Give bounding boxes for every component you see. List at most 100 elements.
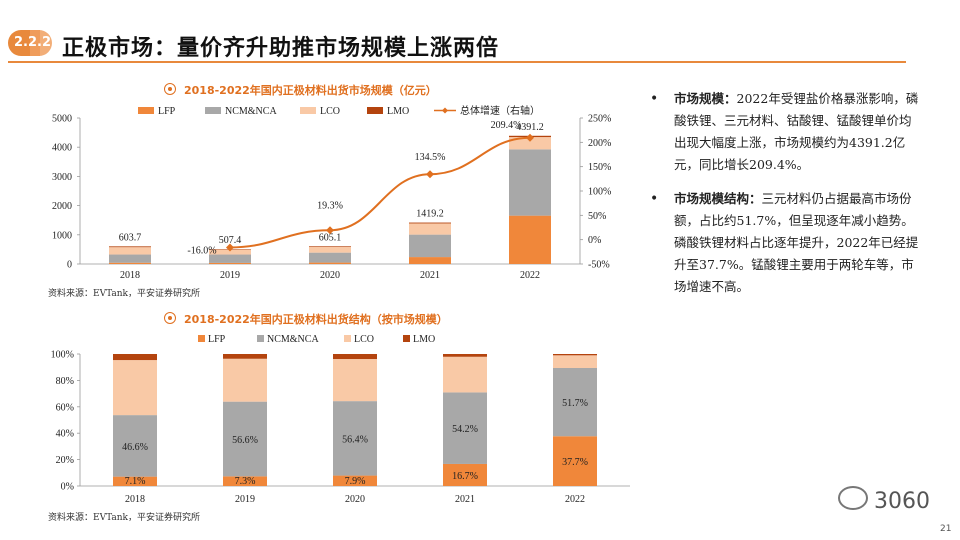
lfp-share-label: 7.9% [345,476,366,487]
y-tick-label: 0% [61,482,74,493]
y-tick-label: 1000 [52,230,72,241]
y-tick-label: 20% [56,455,74,466]
y-tick-label: 60% [56,402,74,413]
section-badge: 2.2.2 [8,30,52,56]
ncm-share-label: 56.6% [232,435,258,446]
bar-lco-2022 [509,137,551,150]
y-tick-label: 80% [56,376,74,387]
chart1-source: 资料来源：EVTank，平安证券研究所 [48,289,200,299]
bar-lfp-2021 [443,463,487,486]
bar-lfp-2022 [553,436,597,486]
bar-ncm-2021 [409,234,451,258]
x-tick-label: 2020 [345,494,365,505]
page-title: 正极市场：量价齐升助推市场规模上涨两倍 [62,36,500,61]
bar-ncm-2019 [209,254,251,263]
legend-swatch-ncm [257,335,264,342]
bar-ncm-2022 [509,149,551,216]
legend-label: LMO [413,334,435,345]
bar-lmo-2021 [443,354,487,357]
bullet-lead: 市场规模： [674,91,737,106]
bar-lmo-2018 [109,246,151,248]
bar-lco-2019 [209,249,251,255]
total-label: 603.7 [119,232,142,243]
lfp-share-label: 7.3% [235,476,256,487]
market-structure-chart: LFP NCM&NCA LCO LMO 0% 20% 40% 60% 80% 100% 7.1% 46… [51,334,630,505]
page-number: 21 [940,524,952,534]
total-label: 1419.2 [416,209,444,220]
legend-label: LMO [387,106,409,117]
legend-swatch-lfp [198,335,205,342]
x-tick-label: 2018 [120,270,140,281]
lfp-share-label: 7.1% [125,476,146,487]
bar-lfp-2018 [113,476,157,486]
ncm-share-label: 54.2% [452,424,478,435]
growth-point-2020 [326,226,334,235]
title-divider [8,61,906,63]
x-tick-label: 2022 [565,494,585,505]
y2-tick-label: 150% [588,162,611,173]
growth-label: 209.4% [491,120,522,131]
watermark-text: 3060 [874,489,930,514]
x-tick-label: 2022 [520,270,540,281]
legend-label: NCM&NCA [225,106,277,117]
growth-point-2019 [226,243,234,252]
wechat-icon [838,486,868,510]
ncm-share-label: 51.7% [562,398,588,409]
bar-lfp-2020 [309,262,351,264]
legend-swatch-lco [300,107,316,114]
bullet-text: 三元材料仍占据最高市场份额，占比约51.7%，但呈现逐年减小趋势。磷酸铁锂材料占… [674,191,919,294]
y-tick-label: 40% [56,429,74,440]
y2-tick-label: 200% [588,138,611,149]
x-tick-label: 2021 [455,494,475,505]
y-tick-label: 3000 [52,172,72,183]
growth-label: 19.3% [317,200,343,211]
bar-lfp-2019 [209,262,251,264]
bar-lfp-2020 [333,475,377,486]
bar-lmo-2020 [309,246,351,248]
bar-lmo-2022 [553,354,597,356]
x-tick-label: 2018 [125,494,145,505]
x-tick-label: 2021 [420,270,440,281]
x-tick-label: 2020 [320,270,340,281]
y2-tick-label: 250% [588,114,611,125]
wechat-watermark: 3060 [838,486,930,514]
bar-ncm-2020 [309,252,351,263]
y2-tick-label: 50% [588,211,606,222]
bar-ncm-2018 [109,254,151,263]
bullet-text: 2022年受锂盐价格暴涨影响，磷酸铁锂、三元材料、钴酸锂、锰酸锂单价均出现大幅度… [674,91,919,172]
legend-swatch-lmo [367,107,383,114]
bullet-market-structure: 市场规模结构：三元材料仍占据最高市场份额，占比约51.7%，但呈现逐年减小趋势。… [648,188,920,298]
chart2-title: 2018-2022年国内正极材料出货结构（按市场规模） [164,311,448,327]
legend-marker-growth [442,107,448,114]
legend-swatch-lmo [403,335,410,342]
growth-label: 134.5% [415,152,446,163]
lfp-share-label: 16.7% [452,471,478,482]
bar-lmo-2018 [113,354,157,361]
bar-ncm-2021 [443,392,487,464]
legend-swatch-ncmnca [205,107,221,114]
bar-lfp-2022 [509,215,551,264]
legend-label: 总体增速（右轴） [460,104,540,117]
bar-lmo-2020 [333,354,377,360]
commentary-list: 市场规模：2022年受锂盐价格暴涨影响，磷酸铁锂、三元材料、钴酸锂、锰酸锂单价均… [648,88,920,310]
bar-lco-2020 [333,359,377,402]
y2-tick-label: -50% [588,260,610,271]
total-label: 605.1 [319,232,342,243]
total-label: 4391.2 [516,122,544,133]
legend-label: NCM&NCA [267,334,319,345]
y-tick-label: 100% [51,350,74,361]
bar-lfp-2018 [109,262,151,264]
y2-tick-label: 100% [588,187,611,198]
bar-lco-2021 [443,356,487,393]
x-tick-label: 2019 [220,270,240,281]
section-number: 2.2.2 [14,35,52,50]
growth-point-2021 [426,170,434,179]
bar-lfp-2019 [223,476,267,486]
chart2-source: 资料来源：EVTank，平安证券研究所 [48,513,200,523]
legend-label: LCO [354,334,374,345]
bar-lco-2022 [553,355,597,368]
bar-lco-2018 [113,360,157,416]
bar-lco-2021 [409,223,451,235]
bar-ncm-2020 [333,401,377,476]
bar-ncm-2019 [223,401,267,477]
